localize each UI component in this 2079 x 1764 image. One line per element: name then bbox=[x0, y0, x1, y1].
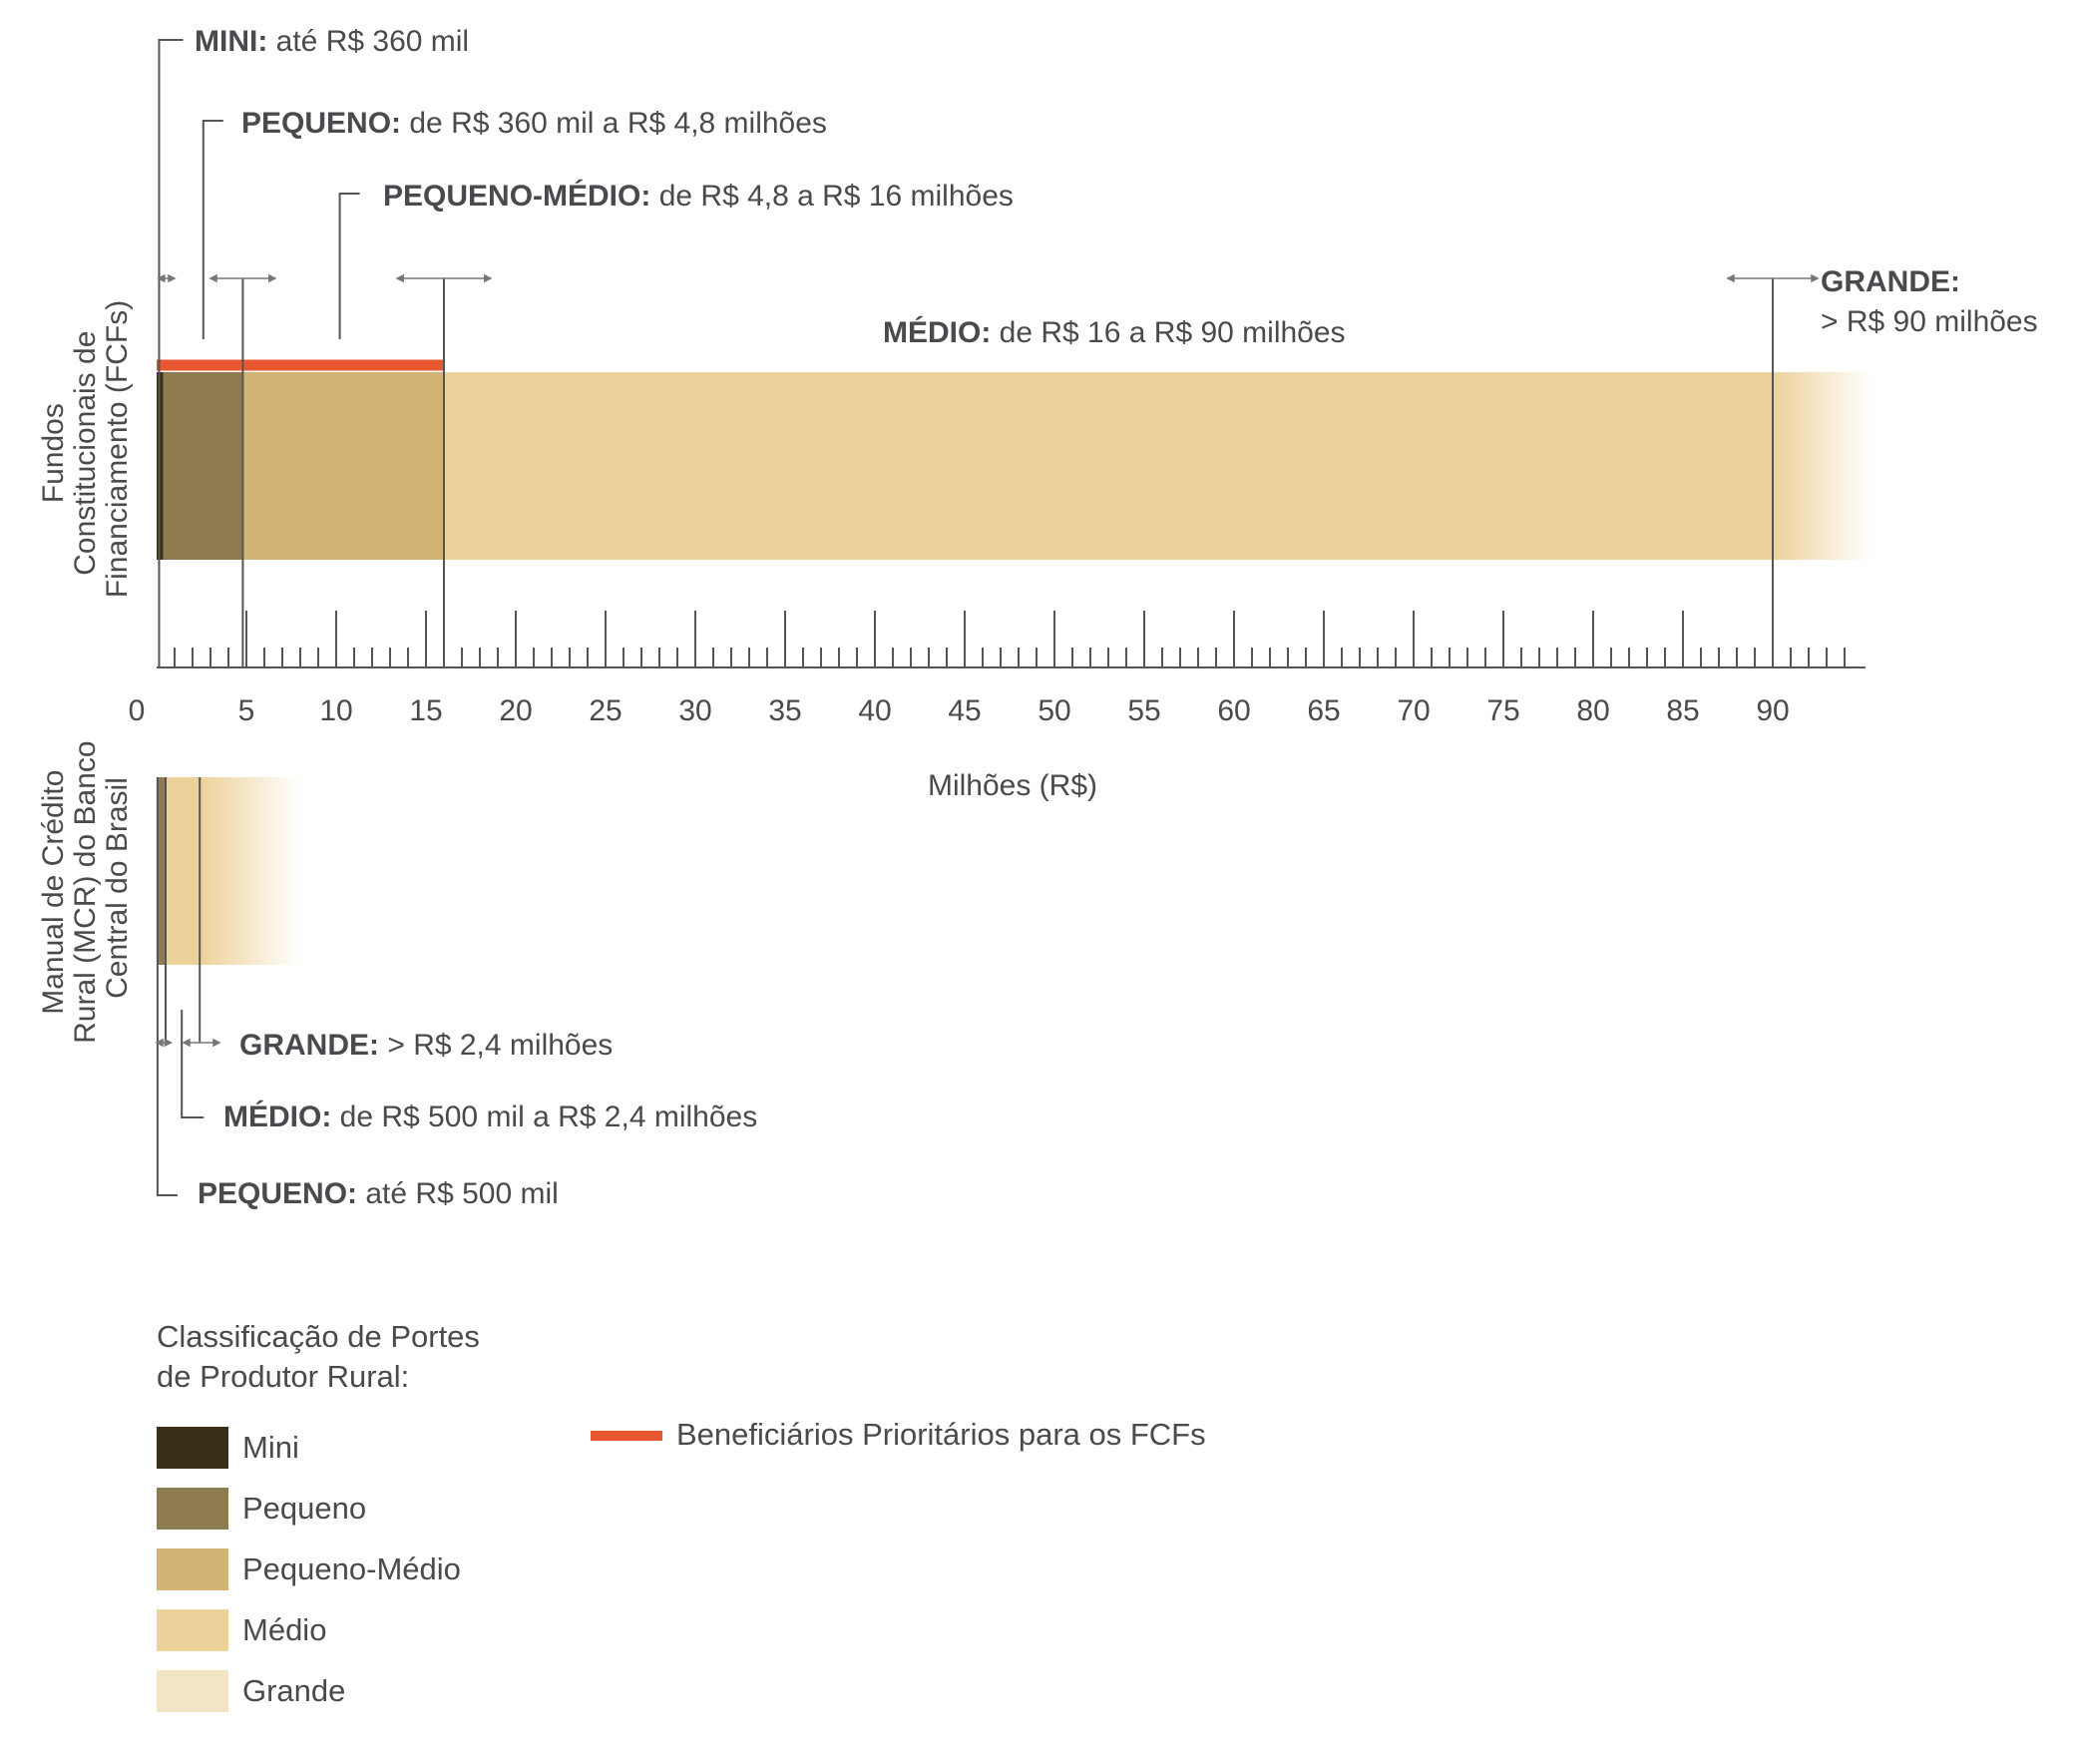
tick-label-5: 5 bbox=[238, 694, 255, 727]
legend-swatch-pequeno bbox=[157, 1488, 228, 1530]
tick-label-55: 55 bbox=[1127, 694, 1160, 727]
tick-label-35: 35 bbox=[768, 694, 801, 727]
arrow-fcf-pequeno-head-right bbox=[268, 273, 277, 283]
legend: Classificação de Portes de Produtor Rura… bbox=[157, 1317, 1354, 1736]
legend-item-prioritarios: Beneficiários Prioritários para os FCFs bbox=[591, 1417, 1289, 1457]
arrow-fcf-pequeno-medio-head-left bbox=[395, 273, 404, 283]
x-axis-tick-labels: 0 5 10 15 20 25 30 35 40 45 50 55 60 65 70 75 80 85 90 bbox=[129, 694, 1790, 727]
annotation-mcr-pequeno: PEQUENO: até R$ 500 mil bbox=[198, 1177, 559, 1210]
legend-swatch-mini bbox=[157, 1427, 228, 1469]
row-label-mcr: Manual de Crédito Rural (MCR) do Banco C… bbox=[37, 732, 134, 1044]
tick-label-20: 20 bbox=[499, 694, 532, 727]
legend-title-line: de Produtor Rural: bbox=[157, 1359, 410, 1394]
annotation-mcr-grande: GRANDE: > R$ 2,4 milhões bbox=[239, 1029, 613, 1062]
legend-swatch-pequeno-medio bbox=[157, 1548, 228, 1590]
legend-item-pequeno: Pequeno bbox=[157, 1488, 655, 1530]
arrow-fcf-mini-head-left bbox=[157, 273, 166, 283]
arrow-fcf-grande-head-right bbox=[1811, 273, 1820, 283]
legend-title-line: Classificação de Portes bbox=[157, 1319, 480, 1354]
arrow-fcf-mini-head-right bbox=[168, 273, 177, 283]
bar-segment-pequeno bbox=[157, 777, 166, 965]
legend-item-medio: Médio bbox=[157, 1609, 655, 1651]
arrow-fcf-pequeno-medio-head-right bbox=[484, 273, 493, 283]
leader-fcf-pequeno-medio bbox=[338, 193, 360, 339]
legend-title: Classificação de Portes de Produtor Rura… bbox=[157, 1317, 556, 1397]
annotation-mcr-medio: MÉDIO: de R$ 500 mil a R$ 2,4 milhões bbox=[223, 1100, 757, 1133]
tick-label-10: 10 bbox=[319, 694, 352, 727]
legend-label: Mini bbox=[242, 1430, 299, 1465]
annotation-fcf-mini: MINI: até R$ 360 mil bbox=[195, 25, 469, 58]
leader-fcf-pequeno bbox=[202, 120, 223, 339]
legend-swatch-medio bbox=[157, 1609, 228, 1651]
arrow-mcr-pequeno-head-right bbox=[164, 1038, 174, 1048]
leader-mcr-medio bbox=[181, 1010, 205, 1118]
annotation-fcf-pequeno-medio: PEQUENO-MÉDIO: de R$ 4,8 a R$ 16 milhões bbox=[383, 179, 1014, 213]
bar-segment-grande bbox=[200, 777, 300, 965]
bar-segment-medio bbox=[444, 372, 1773, 560]
tick-label-70: 70 bbox=[1397, 694, 1430, 727]
x-axis-title: Milhões (R$) bbox=[928, 769, 1097, 802]
legend-label: Médio bbox=[242, 1612, 327, 1647]
tick-label-0: 0 bbox=[129, 694, 146, 727]
arrow-mcr-grande-head-left bbox=[182, 1038, 191, 1048]
mcr-bar-row bbox=[157, 777, 300, 965]
tick-label-85: 85 bbox=[1666, 694, 1699, 727]
tick-label-80: 80 bbox=[1576, 694, 1609, 727]
legend-item-pequeno-medio: Pequeno-Médio bbox=[157, 1548, 655, 1590]
arrow-fcf-grande-head-left bbox=[1726, 273, 1735, 283]
legend-swatch-prioritarios bbox=[591, 1431, 662, 1441]
arrow-fcf-pequeno-head-left bbox=[208, 273, 217, 283]
annotation-leader-lines bbox=[156, 39, 1774, 1196]
tick-label-90: 90 bbox=[1756, 694, 1789, 727]
legend-label: Pequeno bbox=[242, 1491, 367, 1526]
x-axis bbox=[157, 611, 1866, 668]
annotation-fcf-grande: GRANDE: > R$ 90 milhões bbox=[1821, 265, 2038, 338]
tick-label-40: 40 bbox=[858, 694, 891, 727]
tick-label-60: 60 bbox=[1217, 694, 1250, 727]
bar-segment-grande bbox=[1773, 372, 1871, 560]
legend-label: Grande bbox=[242, 1673, 346, 1708]
tick-label-65: 65 bbox=[1307, 694, 1340, 727]
tick-label-50: 50 bbox=[1038, 694, 1070, 727]
tick-label-30: 30 bbox=[678, 694, 711, 727]
legend-label: Pequeno-Médio bbox=[242, 1551, 461, 1586]
range-arrows bbox=[155, 273, 1820, 1048]
leader-mcr-pequeno bbox=[156, 777, 178, 1196]
arrow-mcr-pequeno-head-left bbox=[155, 1038, 164, 1048]
bar-segment-pequeno bbox=[163, 372, 243, 560]
tick-label-45: 45 bbox=[948, 694, 981, 727]
legend-swatch-grande bbox=[157, 1670, 228, 1712]
row-label-fcf: Fundos Constitucionais de Financiamento … bbox=[37, 300, 134, 598]
tick-label-15: 15 bbox=[409, 694, 442, 727]
annotation-fcf-medio: MÉDIO: de R$ 16 a R$ 90 milhões bbox=[883, 315, 1346, 349]
fcf-bar-row bbox=[157, 372, 1871, 560]
legend-item-grande: Grande bbox=[157, 1670, 655, 1712]
annotation-fcf-pequeno: PEQUENO: de R$ 360 mil a R$ 4,8 milhões bbox=[241, 107, 827, 140]
bar-segment-pequeno-medio bbox=[242, 372, 444, 560]
leader-fcf-mini bbox=[158, 39, 184, 667]
legend-item-mini: Mini bbox=[157, 1427, 655, 1469]
tick-label-75: 75 bbox=[1486, 694, 1519, 727]
arrow-mcr-grande-head-right bbox=[212, 1038, 221, 1048]
tick-label-25: 25 bbox=[589, 694, 622, 727]
bar-segment-medio bbox=[166, 777, 201, 965]
legend-label: Beneficiários Prioritários para os FCFs bbox=[676, 1417, 1206, 1452]
